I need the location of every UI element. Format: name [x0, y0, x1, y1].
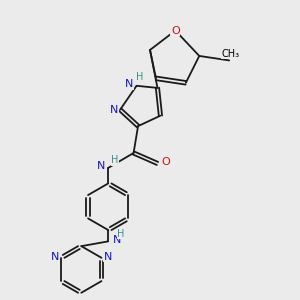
Text: N: N	[97, 161, 105, 171]
Text: N: N	[104, 252, 112, 262]
Text: N: N	[124, 79, 133, 89]
Text: N: N	[110, 105, 118, 115]
Text: CH₃: CH₃	[222, 49, 240, 59]
Text: H: H	[111, 155, 118, 165]
Text: O: O	[161, 157, 170, 167]
Text: H: H	[117, 229, 124, 239]
Text: H: H	[136, 72, 143, 82]
Text: N: N	[50, 252, 59, 262]
Text: O: O	[171, 26, 180, 36]
Text: N: N	[112, 235, 121, 245]
